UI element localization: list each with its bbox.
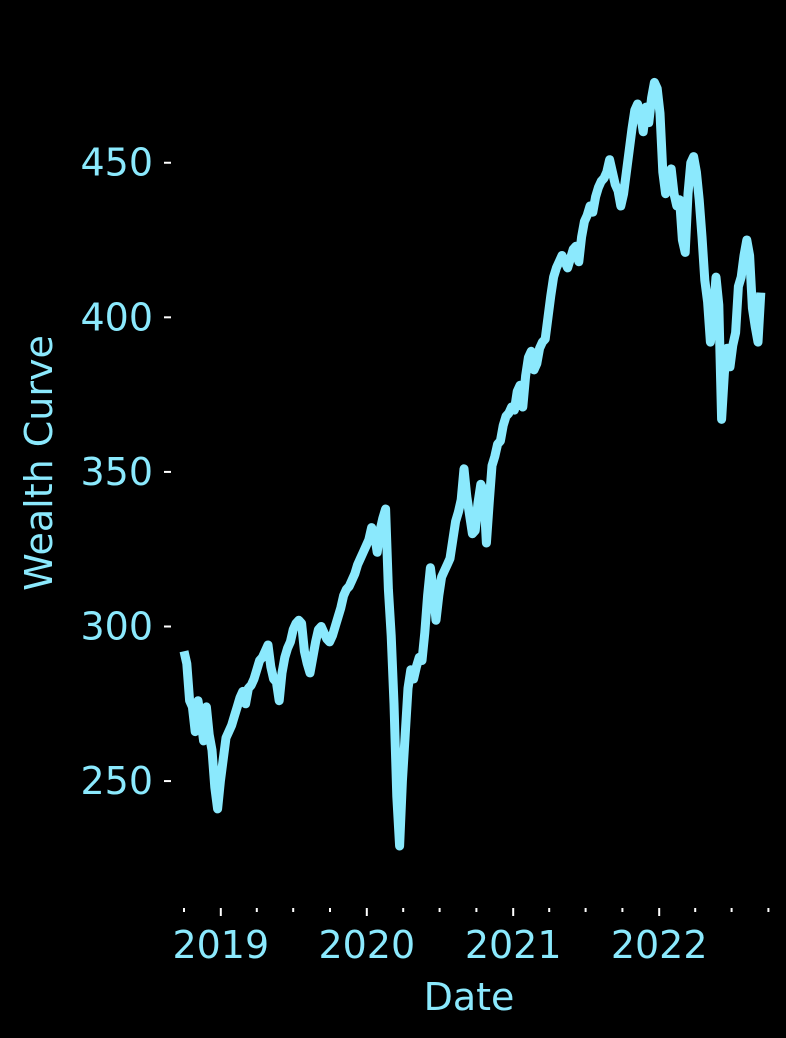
wealth-curve-line (179, 77, 766, 851)
y-tick-label: 350 (80, 450, 153, 494)
x-tick-label: 2019 (172, 923, 269, 967)
x-axis-label: Date (424, 975, 515, 1019)
y-tick-label: 250 (80, 759, 153, 803)
x-tick-label: 2021 (465, 923, 562, 967)
x-axis: 2019 2020 2021 2022 (172, 908, 770, 967)
y-tick-label: 300 (80, 604, 153, 648)
y-tick-label: 400 (80, 295, 153, 339)
y-axis-label: Wealth Curve (17, 335, 61, 591)
y-tick-label: 450 (80, 141, 153, 185)
plot-area (179, 77, 766, 851)
x-tick-label: 2022 (611, 923, 708, 967)
y-axis: 250 300 350 400 450 (80, 141, 171, 803)
x-tick-label: 2020 (318, 923, 415, 967)
